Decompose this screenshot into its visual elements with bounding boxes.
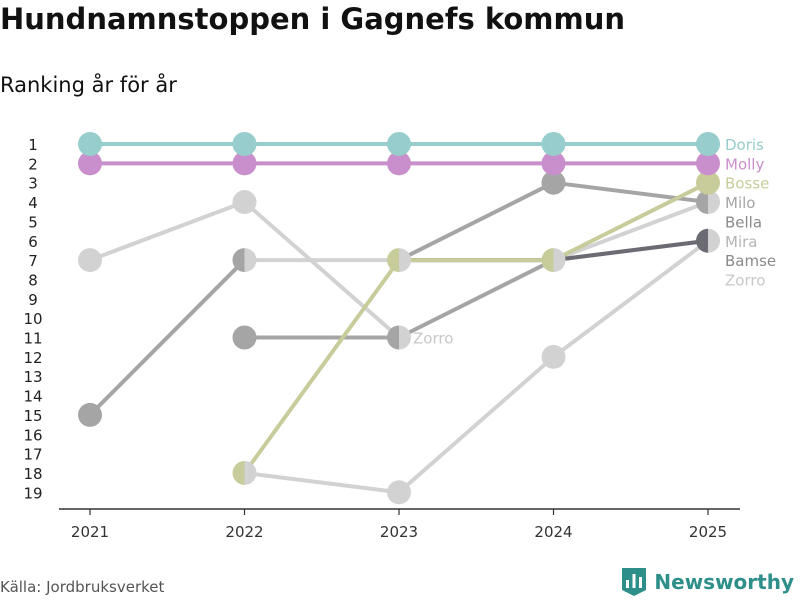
point-molly-2021 — [78, 151, 102, 176]
series-line-milo — [88, 258, 247, 417]
point-zorro-2021 — [78, 248, 102, 273]
x-tick-label: 2023 — [380, 523, 418, 541]
y-tick-label: 15 — [23, 407, 42, 425]
end-label-zorro: Zorro — [725, 271, 765, 289]
y-tick-label: 12 — [23, 349, 42, 367]
end-label-doris: Doris — [725, 136, 764, 154]
axes: 2021 2022 2023 2024 202512345678910111213141… — [23, 136, 740, 541]
end-label-bamse: Bamse — [725, 252, 776, 270]
y-tick-label: 17 — [23, 446, 42, 464]
point-doris-2025 — [696, 132, 720, 156]
point-doris-2023 — [387, 132, 411, 156]
brand-name: Newsworthy — [654, 570, 794, 594]
point-molly-2023 — [387, 151, 411, 176]
source-note: Källa: Jordbruksverket — [0, 578, 165, 596]
point-doris-2022 — [232, 132, 257, 156]
y-tick-label: 13 — [23, 368, 42, 386]
series-line-bamse — [242, 238, 710, 340]
end-label-bosse: Bosse — [725, 175, 769, 193]
inline-label-zorro: Zorro — [413, 330, 453, 348]
y-tick-label: 4 — [28, 194, 38, 212]
point-molly-2024 — [541, 151, 566, 176]
series-line-zorro — [242, 238, 710, 495]
x-tick-label: 2022 — [225, 523, 263, 541]
chart-subtitle: Ranking år för år — [0, 73, 177, 97]
y-tick-label: 6 — [28, 233, 38, 251]
point-milo-2022 — [232, 248, 257, 273]
end-label-molly: Molly — [725, 155, 764, 173]
point-bosse-2024 — [541, 248, 566, 273]
chart-title: Hundnamnstoppen i Gagnefs kommun — [0, 2, 625, 36]
y-tick-label: 9 — [28, 291, 38, 309]
point-milo-2025 — [696, 190, 720, 215]
series-labels: DorisMollyBosseMiloBellaMiraBamseZorroZo… — [413, 136, 776, 348]
y-tick-label: 10 — [23, 310, 42, 328]
series-lines — [88, 142, 710, 495]
point-milo-2021 — [78, 402, 102, 427]
point-doris-2021 — [78, 132, 102, 156]
y-tick-label: 16 — [23, 426, 42, 444]
y-tick-label: 7 — [28, 252, 38, 270]
point-molly-2025 — [696, 151, 720, 176]
y-tick-label: 2 — [28, 155, 38, 173]
point-bamse-2023 — [387, 325, 411, 350]
point-zorro-2024 — [541, 344, 566, 369]
y-tick-label: 19 — [23, 484, 42, 502]
end-label-milo: Milo — [725, 194, 755, 212]
newsworthy-brand[interactable]: Newsworthy — [622, 568, 794, 596]
y-tick-label: 3 — [28, 175, 38, 193]
y-tick-label: 18 — [23, 465, 42, 483]
y-tick-label: 14 — [23, 388, 42, 406]
series-points — [78, 132, 720, 505]
end-label-mira: Mira — [725, 233, 757, 251]
y-tick-label: 5 — [28, 213, 38, 231]
y-tick-label: 1 — [28, 136, 38, 154]
point-bosse-2023 — [387, 248, 411, 273]
point-bosse-2025 — [696, 170, 720, 195]
x-tick-label: 2025 — [689, 523, 727, 541]
series-line-bosse — [242, 180, 710, 475]
point-milo-2024 — [541, 170, 566, 195]
point-zorro-2023 — [387, 480, 411, 505]
x-tick-label: 2021 — [71, 523, 109, 541]
point-bamse-2022 — [232, 325, 257, 350]
y-tick-label: 8 — [28, 271, 38, 289]
y-tick-label: 11 — [23, 330, 42, 348]
point-doris-2024 — [541, 132, 566, 156]
point-zorro-2022 — [232, 190, 257, 215]
point-molly-2022 — [232, 151, 257, 176]
point-mira-2025 — [696, 228, 720, 253]
end-label-bella: Bella — [725, 213, 762, 231]
x-tick-label: 2024 — [534, 523, 572, 541]
point-bosse-2022 — [232, 460, 257, 485]
newsworthy-logo-icon — [622, 568, 647, 596]
